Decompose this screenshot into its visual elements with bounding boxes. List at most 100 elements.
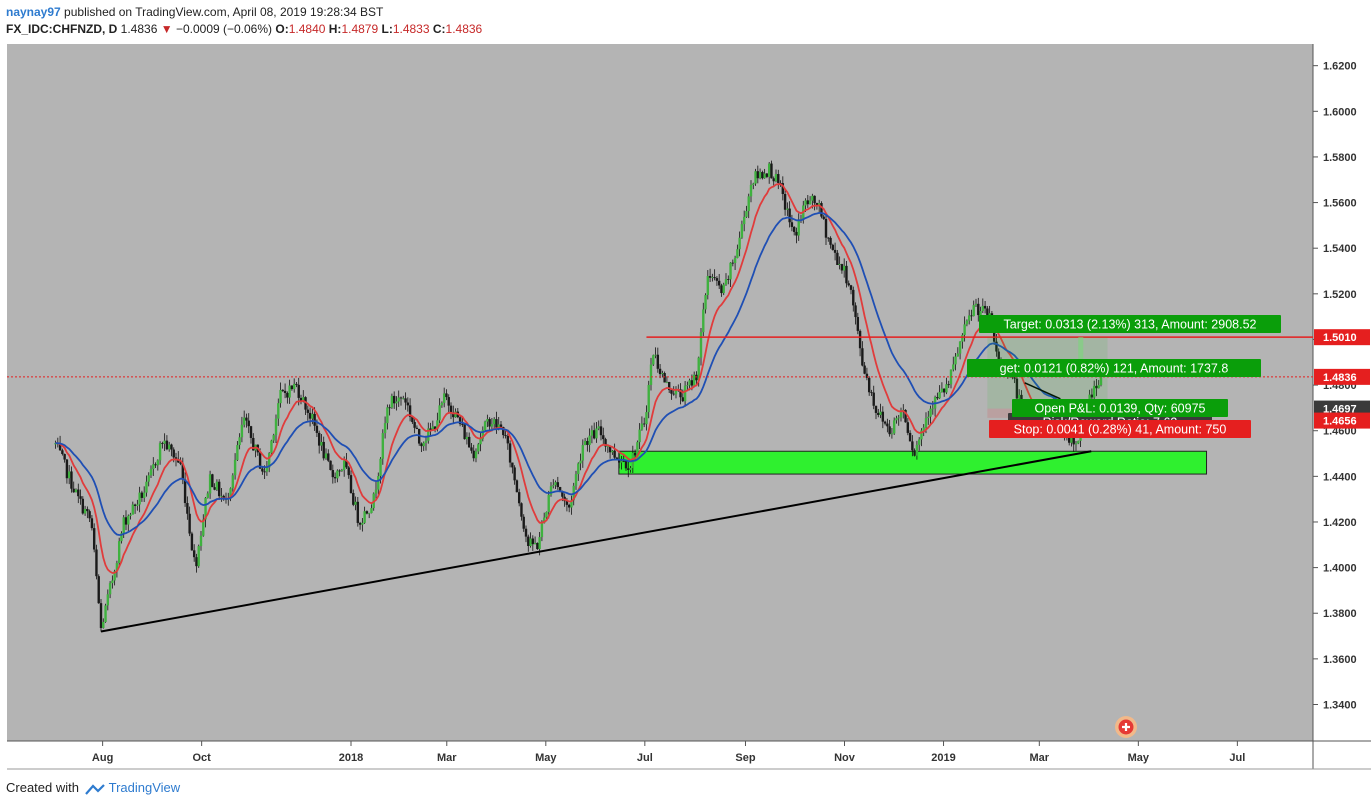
candle-body[interactable] xyxy=(649,364,653,385)
candle-body[interactable] xyxy=(388,407,391,409)
candle-body[interactable] xyxy=(788,208,791,223)
candle-body[interactable] xyxy=(692,374,696,386)
candle-body[interactable] xyxy=(827,237,830,239)
candle-body[interactable] xyxy=(540,523,544,538)
candle-body[interactable] xyxy=(981,305,985,311)
candle-body[interactable] xyxy=(424,440,428,443)
candle-body[interactable] xyxy=(627,468,630,470)
candle-body[interactable] xyxy=(156,460,160,466)
axis-label-target-bg[interactable] xyxy=(1314,329,1370,346)
candle-body[interactable] xyxy=(558,487,562,493)
candle-body[interactable] xyxy=(822,216,825,219)
candle-body[interactable] xyxy=(70,471,73,489)
target-label-bg[interactable] xyxy=(979,315,1281,333)
candle-body[interactable] xyxy=(108,583,112,595)
candle-body[interactable] xyxy=(124,517,128,525)
candle-body[interactable] xyxy=(767,163,771,177)
candle-body[interactable] xyxy=(102,621,105,628)
candle-body[interactable] xyxy=(340,470,344,471)
candle-body[interactable] xyxy=(1090,394,1094,398)
candle-body[interactable] xyxy=(170,444,173,450)
candle-body[interactable] xyxy=(370,508,373,514)
candle-body[interactable] xyxy=(865,373,869,378)
candle-body[interactable] xyxy=(547,494,550,512)
candle-body[interactable] xyxy=(229,488,232,499)
candle-body[interactable] xyxy=(997,351,1000,366)
candle-body[interactable] xyxy=(642,423,646,425)
candle-body[interactable] xyxy=(331,470,335,478)
short-trendline[interactable] xyxy=(1024,382,1061,400)
candle-body[interactable] xyxy=(758,172,762,179)
candle-body[interactable] xyxy=(840,264,844,271)
candle-body[interactable] xyxy=(306,409,310,413)
candle-body[interactable] xyxy=(286,392,289,398)
candle-body[interactable] xyxy=(522,516,525,529)
x-tick-label[interactable]: Jul xyxy=(1229,752,1245,764)
candle-body[interactable] xyxy=(270,440,273,454)
candle-body[interactable] xyxy=(165,440,169,450)
y-tick-label[interactable]: 1.6000 xyxy=(1323,106,1357,118)
candle-body[interactable] xyxy=(120,533,123,542)
candle-body[interactable] xyxy=(897,417,900,419)
candle-body[interactable] xyxy=(745,211,748,217)
candle-body[interactable] xyxy=(122,517,125,534)
candle-body[interactable] xyxy=(920,430,923,440)
x-tick-label[interactable]: Nov xyxy=(834,752,856,764)
candle-body[interactable] xyxy=(392,395,396,404)
candle-body[interactable] xyxy=(208,474,212,494)
candle-body[interactable] xyxy=(188,513,191,534)
candle-body[interactable] xyxy=(486,419,489,422)
moving-average-slow[interactable] xyxy=(55,211,1102,536)
candle-body[interactable] xyxy=(461,424,464,425)
candle-body[interactable] xyxy=(842,265,846,271)
candle-body[interactable] xyxy=(299,397,303,402)
candle-body[interactable] xyxy=(1020,394,1023,402)
candle-body[interactable] xyxy=(411,416,414,423)
candle-body[interactable] xyxy=(947,384,950,386)
candle-body[interactable] xyxy=(545,511,548,518)
candle-body[interactable] xyxy=(954,356,957,365)
candle-body[interactable] xyxy=(292,383,296,390)
candle-body[interactable] xyxy=(702,309,705,333)
candle-body[interactable] xyxy=(658,368,662,375)
candle-body[interactable] xyxy=(654,354,657,356)
candle-body[interactable] xyxy=(261,468,264,472)
candle-body[interactable] xyxy=(433,426,437,430)
candle-body[interactable] xyxy=(690,380,694,386)
alert-icon[interactable] xyxy=(1115,716,1137,738)
candle-body[interactable] xyxy=(652,355,655,365)
candle-body[interactable] xyxy=(663,373,666,383)
candle-body[interactable] xyxy=(1072,436,1075,445)
candle-body[interactable] xyxy=(529,538,532,547)
candle-body[interactable] xyxy=(161,443,164,444)
candle-body[interactable] xyxy=(438,405,441,421)
candle-body[interactable] xyxy=(183,479,187,504)
candle-body[interactable] xyxy=(145,481,148,493)
candle-body[interactable] xyxy=(465,436,469,440)
candle-body[interactable] xyxy=(99,603,103,628)
candle-body[interactable] xyxy=(152,464,155,470)
candle-body[interactable] xyxy=(363,511,366,523)
candle-body[interactable] xyxy=(508,443,512,463)
candle-body[interactable] xyxy=(415,427,419,429)
candle-body[interactable] xyxy=(247,420,250,427)
candle-body[interactable] xyxy=(467,436,471,448)
candle-body[interactable] xyxy=(449,405,453,414)
candle-body[interactable] xyxy=(395,401,398,404)
candle-body[interactable] xyxy=(197,546,200,567)
candle-body[interactable] xyxy=(195,557,198,567)
candle-body[interactable] xyxy=(320,441,323,446)
candle-body[interactable] xyxy=(536,542,539,550)
y-tick-label[interactable]: 1.5200 xyxy=(1323,289,1357,301)
y-tick-label[interactable]: 1.5600 xyxy=(1323,198,1357,210)
candle-body[interactable] xyxy=(147,475,150,482)
candle-body[interactable] xyxy=(452,413,455,418)
candle-body[interactable] xyxy=(304,397,307,410)
axis-label-price[interactable]: 1.4836 xyxy=(1323,372,1357,384)
candle-body[interactable] xyxy=(442,393,446,403)
candle-body[interactable] xyxy=(752,183,755,185)
candle-body[interactable] xyxy=(220,495,223,497)
candle-body[interactable] xyxy=(956,353,960,357)
candle-body[interactable] xyxy=(327,453,330,461)
candle-body[interactable] xyxy=(192,550,196,558)
